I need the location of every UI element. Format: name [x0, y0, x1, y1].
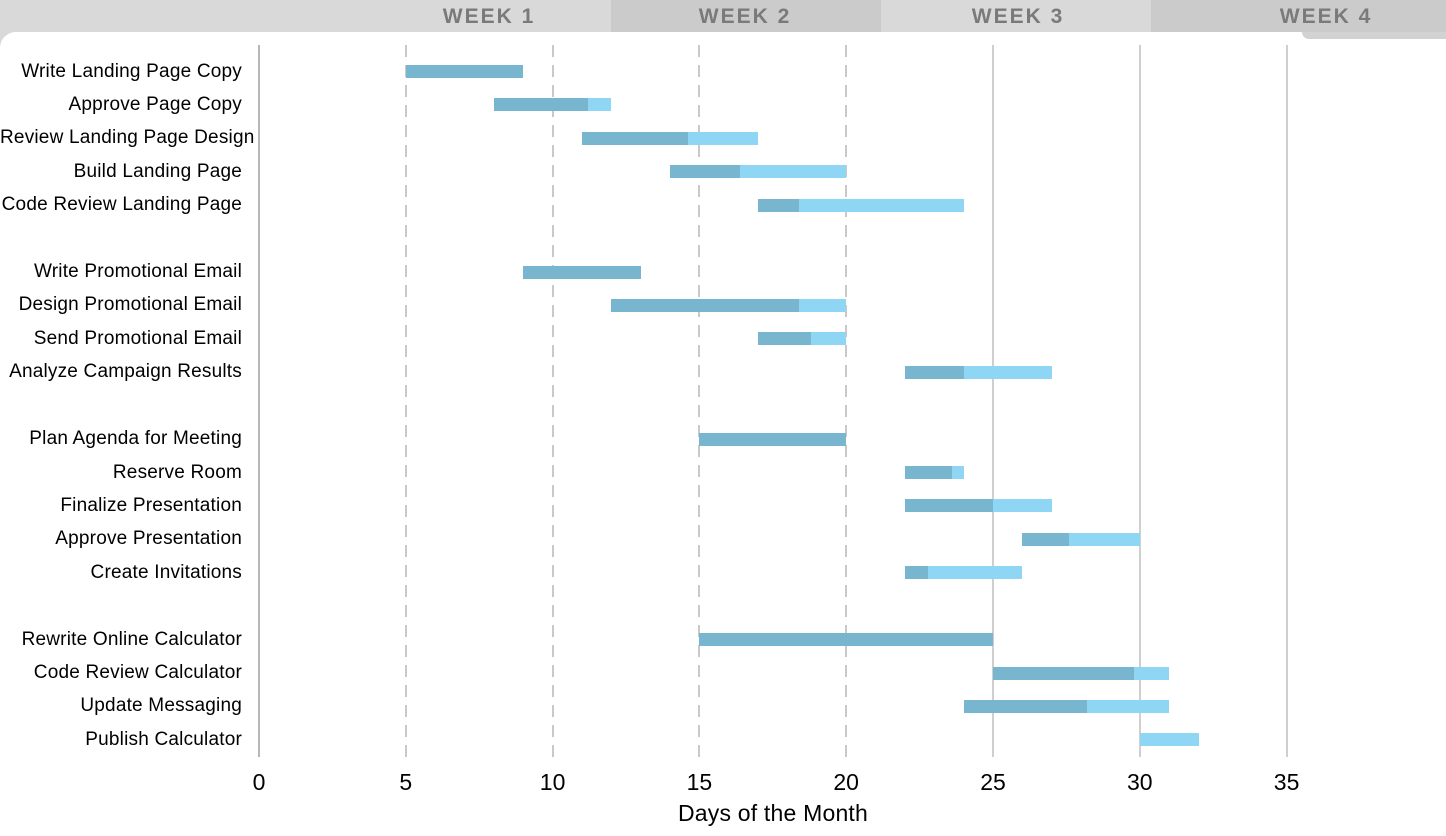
- week-header-label: WEEK 4: [1279, 5, 1373, 28]
- task-label: Write Promotional Email: [33, 261, 242, 283]
- gantt-bar-complete-portion: [904, 566, 929, 580]
- gantt-bar: [963, 699, 1170, 713]
- week-header-label: WEEK 1: [442, 5, 536, 28]
- x-axis-tick-label: 35: [1273, 769, 1300, 795]
- x-axis-tick-label: 0: [252, 769, 266, 795]
- gantt-bar: [611, 298, 847, 312]
- gantt-bar-complete-portion: [699, 432, 847, 446]
- task-label: Finalize Presentation: [60, 494, 242, 516]
- x-axis-tick-label: 25: [980, 769, 1006, 795]
- gantt-bar-complete-portion: [758, 198, 800, 212]
- gridline-dashed: [845, 45, 848, 757]
- gantt-bar-complete-portion: [523, 265, 641, 279]
- x-axis-tick-label: 20: [833, 769, 859, 795]
- task-label: Review Landing Page Design: [0, 127, 255, 149]
- gridline-dashed: [404, 45, 407, 757]
- gantt-bar-complete-portion: [611, 298, 800, 312]
- gantt-bar: [904, 466, 964, 480]
- week-header-segment: [611, 0, 881, 32]
- gantt-bar: [670, 165, 847, 179]
- gantt-bar: [1022, 532, 1140, 546]
- gantt-bar: [699, 633, 993, 647]
- x-axis-tick-label: 10: [539, 769, 566, 795]
- gantt-bar-complete-portion: [670, 165, 741, 179]
- task-label: Write Landing Page Copy: [21, 60, 242, 82]
- gantt-bar: [405, 65, 524, 78]
- task-label: Analyze Campaign Results: [9, 361, 242, 383]
- task-label: Create Invitations: [90, 561, 242, 583]
- gantt-bar: [699, 432, 847, 446]
- gantt-bar: [523, 265, 641, 279]
- task-label: Send Promotional Email: [33, 327, 242, 349]
- gantt-bar-complete-portion: [405, 65, 524, 78]
- x-axis-tick-label: 5: [399, 769, 413, 795]
- task-label: Code Review Calculator: [33, 662, 242, 684]
- week-header-segment: [0, 0, 611, 32]
- gantt-bar-complete-portion: [904, 499, 993, 513]
- gantt-bar-complete-portion: [904, 466, 952, 480]
- task-label: Approve Page Copy: [68, 93, 242, 115]
- gantt-bar: [581, 131, 759, 145]
- task-label: Build Landing Page: [73, 160, 242, 182]
- week-header-segment: [1151, 0, 1446, 32]
- gantt-bar-complete-portion: [1022, 532, 1070, 546]
- gridline-solid: [1138, 45, 1141, 757]
- x-axis-tick-label: 15: [686, 769, 713, 795]
- gantt-bar: [758, 198, 964, 212]
- task-label: Plan Agenda for Meeting: [29, 428, 242, 450]
- axis-line-day0: [258, 45, 260, 757]
- x-axis-tick-label: 30: [1127, 769, 1153, 795]
- gantt-bar: [993, 666, 1170, 680]
- week-header-label: WEEK 3: [971, 5, 1065, 28]
- gantt-bar: [758, 332, 847, 346]
- task-label: Design Promotional Email: [18, 294, 242, 316]
- gantt-bar-complete-portion: [904, 365, 964, 379]
- gantt-bar: [904, 566, 1023, 580]
- gantt-bar-complete-portion: [758, 332, 811, 346]
- week-header-segment: [881, 0, 1151, 32]
- gridline-solid: [992, 45, 994, 757]
- task-label: Code Review Landing Page: [1, 194, 242, 216]
- gantt-bar: [904, 365, 1052, 379]
- task-label: Update Messaging: [80, 695, 242, 717]
- gridline-dashed: [551, 45, 554, 757]
- x-axis-title: Days of the Month: [677, 800, 869, 826]
- gantt-bar: [904, 499, 1052, 513]
- header-corner-right: [1302, 32, 1446, 39]
- week-header-label: WEEK 2: [698, 5, 792, 28]
- task-label: Reserve Room: [112, 461, 242, 483]
- gridline-solid: [1285, 45, 1288, 757]
- gantt-bar: [1139, 733, 1199, 747]
- gantt-bar-complete-portion: [493, 98, 588, 112]
- gantt-bar-complete-portion: [993, 666, 1134, 680]
- gantt-bar-complete-portion: [699, 633, 993, 647]
- gantt-bar: [493, 98, 612, 112]
- task-label: Publish Calculator: [85, 728, 242, 750]
- gantt-bar-complete-portion: [581, 131, 688, 145]
- gridline-dashed: [698, 45, 701, 757]
- week-header-band: WEEK 1 WEEK 2 WEEK 3 WEEK 4: [0, 0, 1446, 32]
- gantt-bar-complete-portion: [963, 699, 1087, 713]
- task-label: Approve Presentation: [55, 528, 242, 550]
- task-label: Rewrite Online Calculator: [21, 628, 242, 650]
